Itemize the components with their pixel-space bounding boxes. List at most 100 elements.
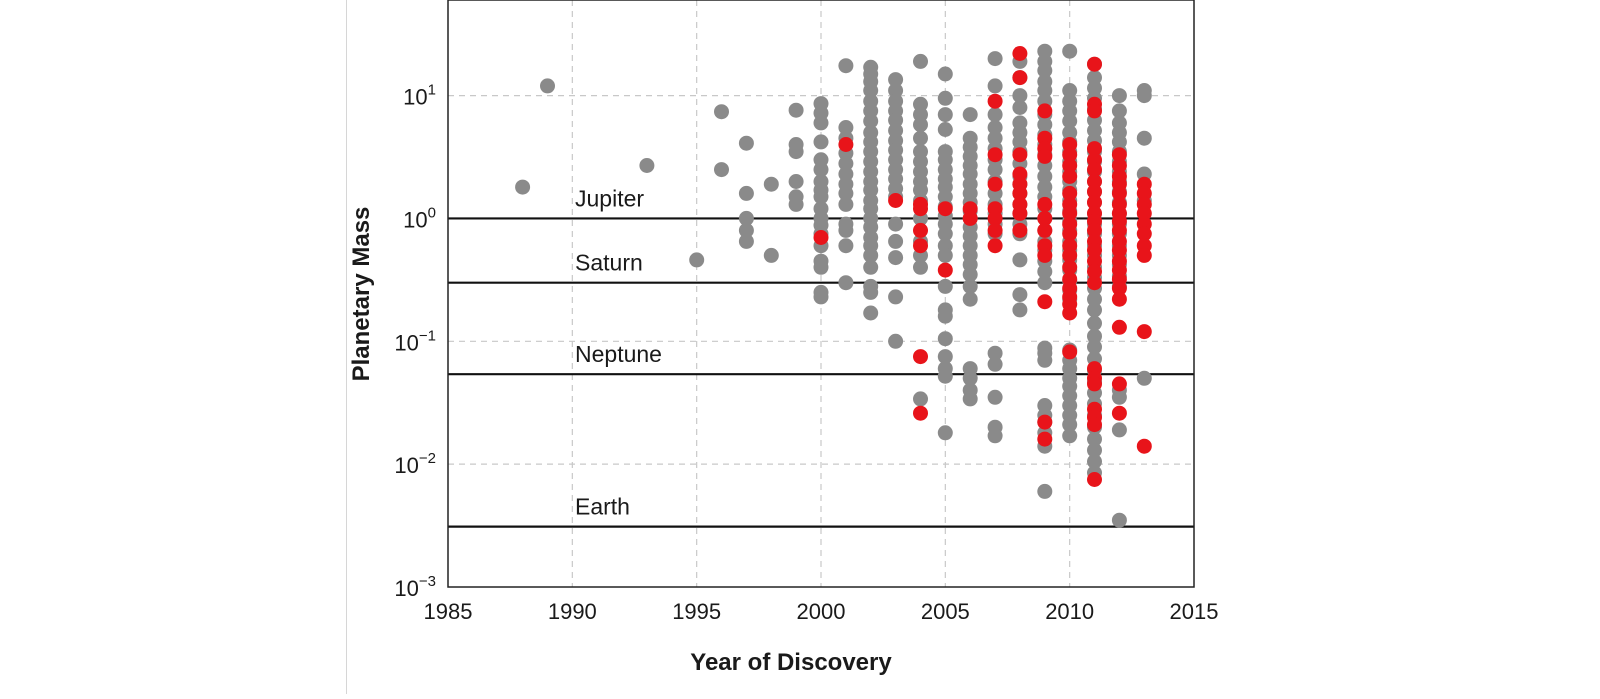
data-point-red [1111,280,1127,296]
data-point-red [1087,162,1102,178]
data-point-gray [863,113,879,129]
x-tick-label: 2005 [921,599,970,624]
data-point-red [1037,247,1053,263]
data-point-gray [1037,168,1053,184]
data-point-gray [863,182,879,198]
y-tick-label: 10−3 [394,573,436,601]
data-point-red [1062,168,1078,184]
reference-label-neptune: Neptune [575,341,662,367]
data-point-gray [1087,302,1102,318]
data-point-gray [540,78,555,94]
data-point-gray [788,144,804,160]
data-point-red [1062,259,1078,275]
y-axis-ticks: 10−3 10−2 10−1 100 101 [394,82,436,601]
data-point-red [1037,294,1053,310]
data-point-gray [689,252,705,268]
data-point-red [1111,291,1127,307]
data-point-red [888,193,904,208]
data-point-gray [962,391,978,407]
left-margin [0,0,346,694]
data-point-red [1087,103,1102,119]
data-point-red [1087,376,1102,392]
data-point-gray [987,428,1003,444]
data-point-gray [987,130,1003,146]
data-point-gray [1012,302,1028,318]
data-point-gray [962,278,978,294]
data-point-red [1012,205,1028,221]
data-point-gray [1012,252,1028,268]
data-point-gray [863,259,879,275]
data-point-gray [987,78,1003,94]
data-point-gray [1111,103,1127,119]
data-point-gray [838,120,854,135]
data-point-red [987,93,1003,109]
data-point-gray [1012,100,1028,115]
data-point-gray [813,289,829,305]
data-point-red [1087,253,1102,269]
data-point-gray [863,219,879,235]
data-point-red [913,349,928,365]
data-point-red [1087,184,1102,200]
data-point-red [1062,305,1078,321]
y-axis-label: Planetary Mass [348,207,375,382]
data-point-gray [937,90,953,106]
x-axis-label: Year of Discovery [690,649,892,676]
data-point-gray [937,122,953,137]
data-point-gray [962,267,978,282]
data-point-gray [1087,442,1102,458]
data-point-gray [714,162,729,178]
data-point-gray [813,162,829,178]
data-point-gray [763,247,779,263]
data-point-red [1037,130,1053,146]
data-point-gray [1062,417,1078,433]
data-point-gray [1062,428,1078,444]
data-point-red [1037,103,1053,119]
data-point-gray [913,182,928,198]
data-point-gray [987,51,1003,67]
data-point-red [1062,226,1078,242]
data-point-gray [913,117,928,133]
data-point-gray [1012,287,1028,303]
reference-label-saturn: Saturn [575,250,643,276]
data-point-gray [962,370,978,386]
data-point-red [1062,185,1078,201]
data-point-red [1062,147,1078,163]
data-point-gray [1037,352,1053,368]
data-point-gray [788,196,804,212]
data-point-gray [838,238,854,254]
data-point-gray [738,233,754,249]
data-point-gray [1111,512,1127,528]
data-point-gray [838,275,854,291]
data-point-gray [888,83,904,98]
data-point-red [1136,438,1152,454]
data-point-red [1111,405,1127,421]
data-point-gray [813,115,829,131]
x-tick-label: 2010 [1045,599,1094,624]
data-point-red [987,210,1003,226]
data-point-red [1111,158,1127,173]
data-point-red [1136,185,1152,201]
data-point-gray [788,174,804,189]
x-tick-label: 1990 [548,599,597,624]
data-point-gray [863,247,879,263]
data-point-gray [913,391,928,407]
data-point-red [1062,247,1078,263]
data-point-gray [937,226,953,242]
data-point-red [987,222,1003,238]
reference-label-earth: Earth [575,494,630,520]
data-point-red [987,238,1003,254]
data-point-gray [962,291,978,307]
data-point-red [1111,185,1127,201]
data-point-gray [937,66,953,82]
data-point-gray [888,216,904,232]
data-point-gray [863,83,879,98]
data-point-red [1037,210,1053,226]
data-point-gray [838,196,854,212]
data-point-red [1087,417,1102,433]
data-point-red [1136,226,1152,242]
data-point-red [937,201,953,217]
x-tick-label: 1995 [672,599,721,624]
data-point-gray [888,250,904,266]
data-point-gray [987,107,1003,123]
